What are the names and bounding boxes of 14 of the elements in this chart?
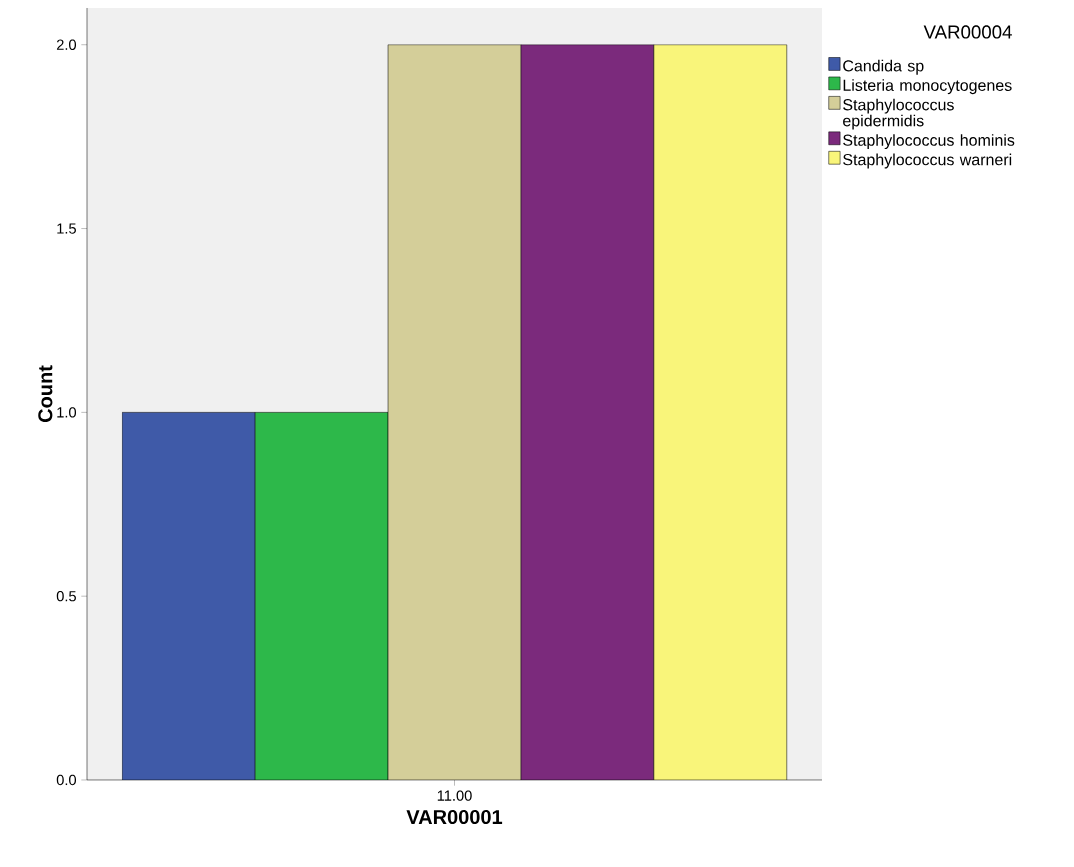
y-axis-title: Count [38,365,53,423]
y-tick-label: 1.0 [57,407,77,418]
legend-label: Staphylococcus warneri [843,153,1012,169]
y-tick-label: 2.0 [56,39,77,50]
legend-label: Listeria monocytogenes [843,79,1012,95]
y-tick-label: 0.5 [56,591,76,602]
legend-label: Staphylococcus epidermidis [843,98,954,130]
x-tick-label: 11.00 [437,790,472,801]
legend-label: Staphylococcus hominis [843,134,1015,150]
y-tick-label: 1.5 [57,223,76,234]
legend-title: VAR00004 [923,25,1012,39]
legend-label: Candida sp [843,59,924,75]
y-tick-label: 0.0 [56,774,77,786]
x-axis-title: VAR00001 [406,809,503,825]
